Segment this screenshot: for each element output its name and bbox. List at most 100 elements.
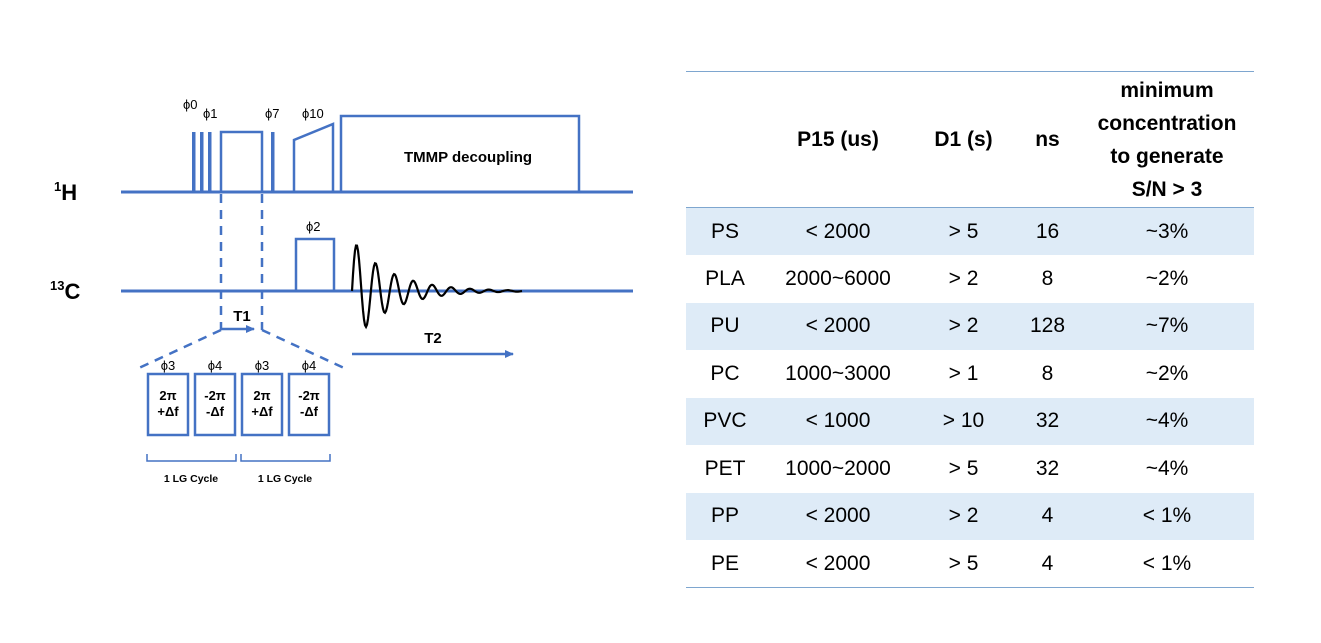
proton-pulse-phi7: [271, 132, 275, 192]
cell-d1: > 1: [948, 361, 979, 385]
carbon-channel: 13C ϕ2: [50, 219, 633, 330]
proton-channel: 1H TMMP decoupling ϕ0 ϕ1 ϕ7 ϕ10: [54, 97, 633, 205]
lg-block-4-line1: -2π: [298, 388, 320, 403]
lg-block-2-phase: ϕ4: [208, 358, 223, 373]
lg-block-4: ϕ4 -2π -Δf: [287, 358, 331, 437]
decoupling-block: [339, 114, 581, 194]
table-row: PS < 2000 > 5 16 ~3%: [686, 207, 1254, 255]
lg-cycle-brackets: [146, 454, 331, 462]
table-row: PU < 2000 > 2 128 ~7%: [686, 302, 1254, 350]
header-min-concentration: minimum concentration to generate S/N > …: [1097, 78, 1237, 201]
proton-channel-label: 1H: [54, 179, 77, 205]
cell-p15: 1000~3000: [785, 361, 891, 385]
cell-ns: 128: [1029, 314, 1066, 338]
lg-block-3: ϕ3 2π +Δf: [240, 358, 284, 437]
cell-min-concentration: ~4%: [1145, 409, 1189, 433]
carbon-pulse-phi2: [294, 237, 336, 293]
carbon-channel-label: 13C: [50, 278, 80, 304]
lg-blocks: ϕ3 2π +Δf ϕ4 -2π -Δf ϕ3 2π +Δf ϕ4 -2π -Δ…: [146, 358, 331, 437]
cell-polymer: PC: [710, 361, 740, 385]
lg-block-1-phase: ϕ3: [161, 358, 176, 373]
cell-min-concentration: ~2%: [1145, 266, 1189, 290]
cell-min-concentration: < 1%: [1142, 504, 1192, 528]
cell-polymer: PE: [710, 551, 739, 575]
proton-lg-block: [219, 130, 264, 194]
phase-label-phi10: ϕ10: [302, 106, 324, 121]
phase-label-phi1: ϕ1: [203, 106, 218, 121]
table-row: PE < 2000 > 5 4 < 1%: [686, 540, 1254, 588]
polymer-parameters-table: P15 (us) D1 (s) ns minimum concentration…: [686, 71, 1254, 588]
cell-d1: > 2: [948, 266, 979, 290]
lg-block-2-line1: -2π: [204, 388, 226, 403]
cell-polymer: PET: [704, 456, 746, 480]
cell-ns: 8: [1041, 266, 1054, 290]
lg-cycle-label-1: 1 LG Cycle: [164, 473, 218, 485]
cell-ns: 32: [1035, 409, 1060, 433]
lg-cycle-label-2: 1 LG Cycle: [258, 473, 312, 485]
lg-block-2: ϕ4 -2π -Δf: [193, 358, 237, 437]
cell-d1: > 10: [942, 409, 985, 433]
proton-pulse-phi0-a: [192, 132, 196, 192]
table-row: PP < 2000 > 2 4 < 1%: [686, 492, 1254, 540]
t2-label: T2: [424, 330, 442, 347]
header-ns: ns: [1035, 128, 1060, 151]
cell-p15: < 2000: [805, 219, 871, 243]
lg-cycle-bracket-1: [146, 454, 237, 462]
lg-block-4-phase: ϕ4: [302, 358, 317, 373]
lg-block-3-phase: ϕ3: [255, 358, 270, 373]
lg-block-3-line2: +Δf: [251, 404, 273, 419]
cell-d1: > 5: [948, 219, 979, 243]
cell-ns: 16: [1035, 219, 1060, 243]
cell-min-concentration: ~2%: [1145, 361, 1189, 385]
cell-min-concentration: ~7%: [1145, 314, 1189, 338]
cell-p15: 2000~6000: [785, 266, 891, 290]
cell-polymer: PVC: [703, 409, 747, 433]
cell-d1: > 5: [948, 456, 979, 480]
cell-p15: 1000~2000: [785, 456, 891, 480]
cell-polymer: PP: [710, 504, 739, 528]
cell-ns: 32: [1035, 456, 1060, 480]
lg-block-4-line2: -Δf: [300, 404, 319, 419]
phase-label-phi2: ϕ2: [306, 219, 321, 234]
lg-block-3-line1: 2π: [253, 388, 270, 403]
t1-label: T1: [233, 308, 251, 325]
cell-d1: > 5: [948, 551, 979, 575]
cell-ns: 8: [1041, 361, 1054, 385]
table-row: PLA 2000~6000 > 2 8 ~2%: [686, 255, 1254, 303]
cell-min-concentration: < 1%: [1142, 551, 1192, 575]
lg-cycle-bracket-2: [240, 454, 331, 462]
table-row: PET 1000~2000 > 5 32 ~4%: [686, 445, 1254, 493]
proton-pulse-phi0-c: [208, 132, 212, 192]
pulse-sequence-diagram: 1H TMMP decoupling ϕ0 ϕ1 ϕ7 ϕ10 13C ϕ2 T…: [50, 97, 633, 485]
phase-label-phi7: ϕ7: [265, 106, 280, 121]
cell-p15: < 2000: [805, 551, 871, 575]
cell-min-concentration: ~3%: [1145, 219, 1189, 243]
header-d1: D1 (s): [934, 128, 993, 151]
polymer-parameters-table-wrap: P15 (us) D1 (s) ns minimum concentration…: [686, 71, 1254, 588]
table-row: PVC < 1000 > 10 32 ~4%: [686, 397, 1254, 445]
cell-polymer: PU: [710, 314, 740, 338]
proton-ramp-pulse-phi10: [292, 122, 335, 194]
lg-block-1-line1: 2π: [159, 388, 176, 403]
lg-block-2-line2: -Δf: [206, 404, 225, 419]
cell-d1: > 2: [948, 504, 979, 528]
fid-signal: [350, 244, 523, 330]
decoupling-label: TMMP decoupling: [404, 149, 532, 166]
cell-d1: > 2: [948, 314, 979, 338]
proton-pulse-phi0-b: [200, 132, 204, 192]
cell-polymer: PLA: [705, 266, 745, 290]
lg-block-1-line2: +Δf: [157, 404, 179, 419]
header-p15: P15 (us): [797, 128, 879, 151]
header-polymer: [686, 72, 764, 208]
cell-min-concentration: ~4%: [1145, 456, 1189, 480]
phase-label-phi0: ϕ0: [183, 97, 198, 112]
table-row: PC 1000~3000 > 1 8 ~2%: [686, 350, 1254, 398]
cell-ns: 4: [1041, 504, 1054, 528]
cell-polymer: PS: [710, 219, 739, 243]
cell-ns: 4: [1041, 551, 1054, 575]
cell-p15: < 1000: [805, 409, 871, 433]
table-header-row: P15 (us) D1 (s) ns minimum concentration…: [686, 71, 1254, 208]
lg-block-1: ϕ3 2π +Δf: [146, 358, 190, 437]
lg-expansion-lines: [138, 194, 345, 370]
cell-p15: < 2000: [805, 314, 871, 338]
